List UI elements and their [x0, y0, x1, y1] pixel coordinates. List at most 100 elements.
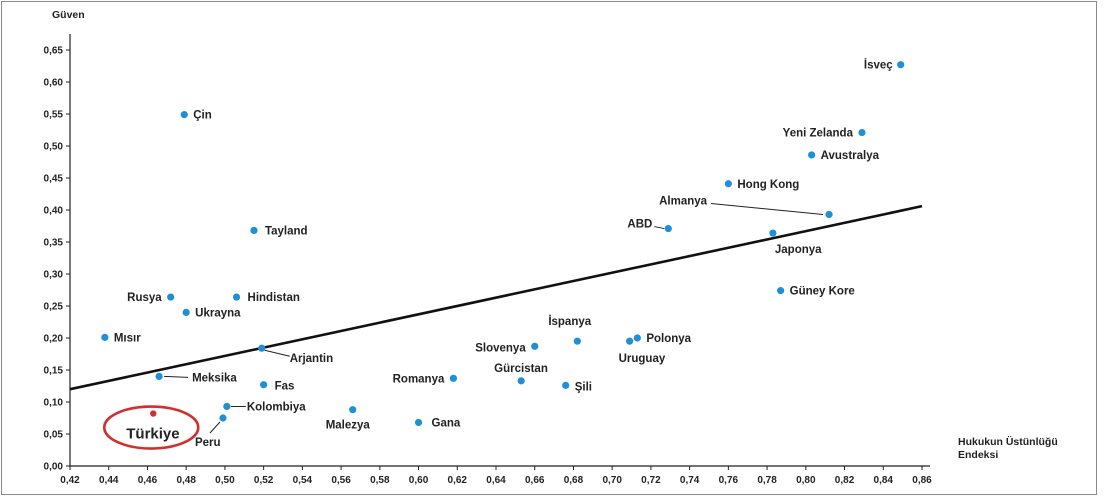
label-turkiye: Türkiye	[126, 426, 179, 443]
point-labels: İsveç Yeni Zelanda Avustralya Hong Kong Alma…	[114, 59, 893, 449]
point-uruguay	[626, 337, 634, 345]
trend-line	[69, 204, 923, 391]
y-tick-label: 0,65	[44, 46, 64, 57]
label-hindistan: Hindistan	[248, 292, 300, 304]
leader-meksika	[164, 375, 189, 378]
x-tick-label: 0,72	[641, 475, 661, 486]
label-avustralya: Avustralya	[821, 150, 880, 162]
label-arjantin: Arjantin	[290, 353, 333, 365]
y-tick-label: 0,60	[44, 78, 64, 89]
point-almanya	[825, 210, 833, 219]
x-tick-label: 0,48	[176, 475, 196, 486]
label-isvec: İsveç	[864, 59, 893, 72]
label-meksika: Meksika	[192, 372, 237, 384]
x-tick-label: 0,54	[293, 475, 313, 486]
point-romanya	[449, 374, 457, 382]
point-guney-kore	[777, 287, 785, 295]
leader-almanya	[711, 202, 824, 215]
x-tick-label: 0,86	[912, 475, 932, 486]
label-romanya: Romanya	[393, 373, 445, 385]
point-tayland	[250, 226, 258, 235]
label-hong-kong: Hong Kong	[737, 179, 799, 191]
point-gana	[414, 418, 423, 427]
label-ispanya: İspanya	[548, 315, 591, 328]
point-polonya	[633, 334, 641, 342]
turkiye-highlight-circle	[102, 405, 200, 450]
y-tick-label: 0,10	[44, 398, 64, 409]
x-tick-label: 0,64	[486, 475, 506, 486]
y-tick-label: 0,05	[44, 430, 64, 441]
point-malezya	[349, 406, 357, 414]
point-japonya	[769, 229, 777, 237]
label-rusya: Rusya	[127, 292, 162, 304]
x-tick-label: 0,46	[138, 475, 158, 486]
x-axis-label-line-2: Endeksi	[958, 449, 998, 461]
x-tick-label: 0,68	[564, 475, 584, 486]
x-tick-label: 0,84	[874, 475, 894, 486]
x-tick-label: 0,60	[409, 475, 429, 486]
point-hindistan	[232, 293, 241, 301]
leader-peru	[209, 421, 221, 434]
label-peru: Peru	[195, 437, 221, 449]
y-axis-ticks: 0,00 0,05 0,10 0,15 0,20 0,25 0,30 0,35 0,40 0,45…	[44, 46, 70, 473]
label-gana: Gana	[432, 417, 461, 429]
point-abd	[664, 224, 672, 233]
label-polonya: Polonya	[646, 333, 691, 345]
x-tick-label: 0,58	[370, 475, 390, 486]
x-tick-label: 0,80	[796, 475, 816, 486]
y-tick-label: 0,50	[44, 142, 64, 153]
label-slovenya: Slovenya	[475, 342, 526, 354]
point-fas	[260, 381, 268, 389]
point-ukrayna	[182, 308, 190, 316]
point-yeni-zelanda	[858, 128, 866, 137]
point-sili	[562, 381, 570, 389]
point-slovenya	[531, 342, 539, 350]
label-japonya: Japonya	[775, 244, 822, 256]
x-axis-ticks: 0,42 0,44 0,46 0,48 0,50 0,52 0,54 0,56 0,58 0,60…	[60, 466, 932, 486]
label-guney-kore: Güney Kore	[790, 286, 855, 298]
y-tick-label: 0,15	[44, 366, 64, 377]
point-cin	[180, 111, 188, 119]
label-almanya: Almanya	[659, 195, 708, 207]
y-tick-label: 0,30	[44, 270, 64, 281]
y-axis-label: Güven	[52, 9, 85, 21]
point-arjantin	[258, 344, 266, 352]
point-rusya	[167, 293, 175, 301]
data-points	[101, 61, 905, 427]
point-isvec	[897, 61, 905, 69]
label-misir: Mısır	[114, 332, 141, 344]
x-tick-label: 0,66	[525, 475, 545, 486]
point-misir	[101, 333, 109, 341]
label-abd: ABD	[627, 219, 652, 231]
label-sili: Şili	[575, 381, 592, 393]
x-tick-label: 0,76	[719, 475, 739, 486]
label-ukrayna: Ukrayna	[195, 307, 241, 319]
x-tick-label: 0,62	[448, 475, 468, 486]
point-peru	[219, 414, 227, 422]
x-tick-label: 0,50	[215, 475, 235, 486]
x-tick-label: 0,70	[602, 475, 622, 486]
label-cin: Çin	[193, 110, 212, 122]
label-yeni-zelanda: Yeni Zelanda	[783, 128, 854, 140]
y-tick-label: 0,25	[44, 302, 64, 313]
y-tick-label: 0,40	[44, 206, 64, 217]
point-meksika	[155, 372, 163, 380]
x-tick-label: 0,78	[757, 475, 777, 486]
label-malezya: Malezya	[326, 420, 371, 432]
point-gurcistan	[517, 377, 525, 385]
y-tick-label: 0,20	[44, 334, 64, 345]
x-tick-label: 0,44	[99, 475, 119, 486]
x-tick-label: 0,74	[680, 475, 700, 486]
label-uruguay: Uruguay	[619, 353, 666, 365]
label-fas: Fas	[275, 381, 295, 393]
x-tick-label: 0,82	[835, 475, 855, 486]
label-tayland: Tayland	[265, 225, 308, 237]
point-hong-kong	[724, 180, 732, 188]
point-turkiye	[150, 410, 157, 417]
x-tick-label: 0,56	[331, 475, 351, 486]
y-tick-label: 0,00	[44, 462, 64, 473]
leader-arjantin	[264, 349, 290, 357]
y-tick-label: 0,55	[44, 110, 64, 121]
leader-abd	[654, 226, 665, 230]
